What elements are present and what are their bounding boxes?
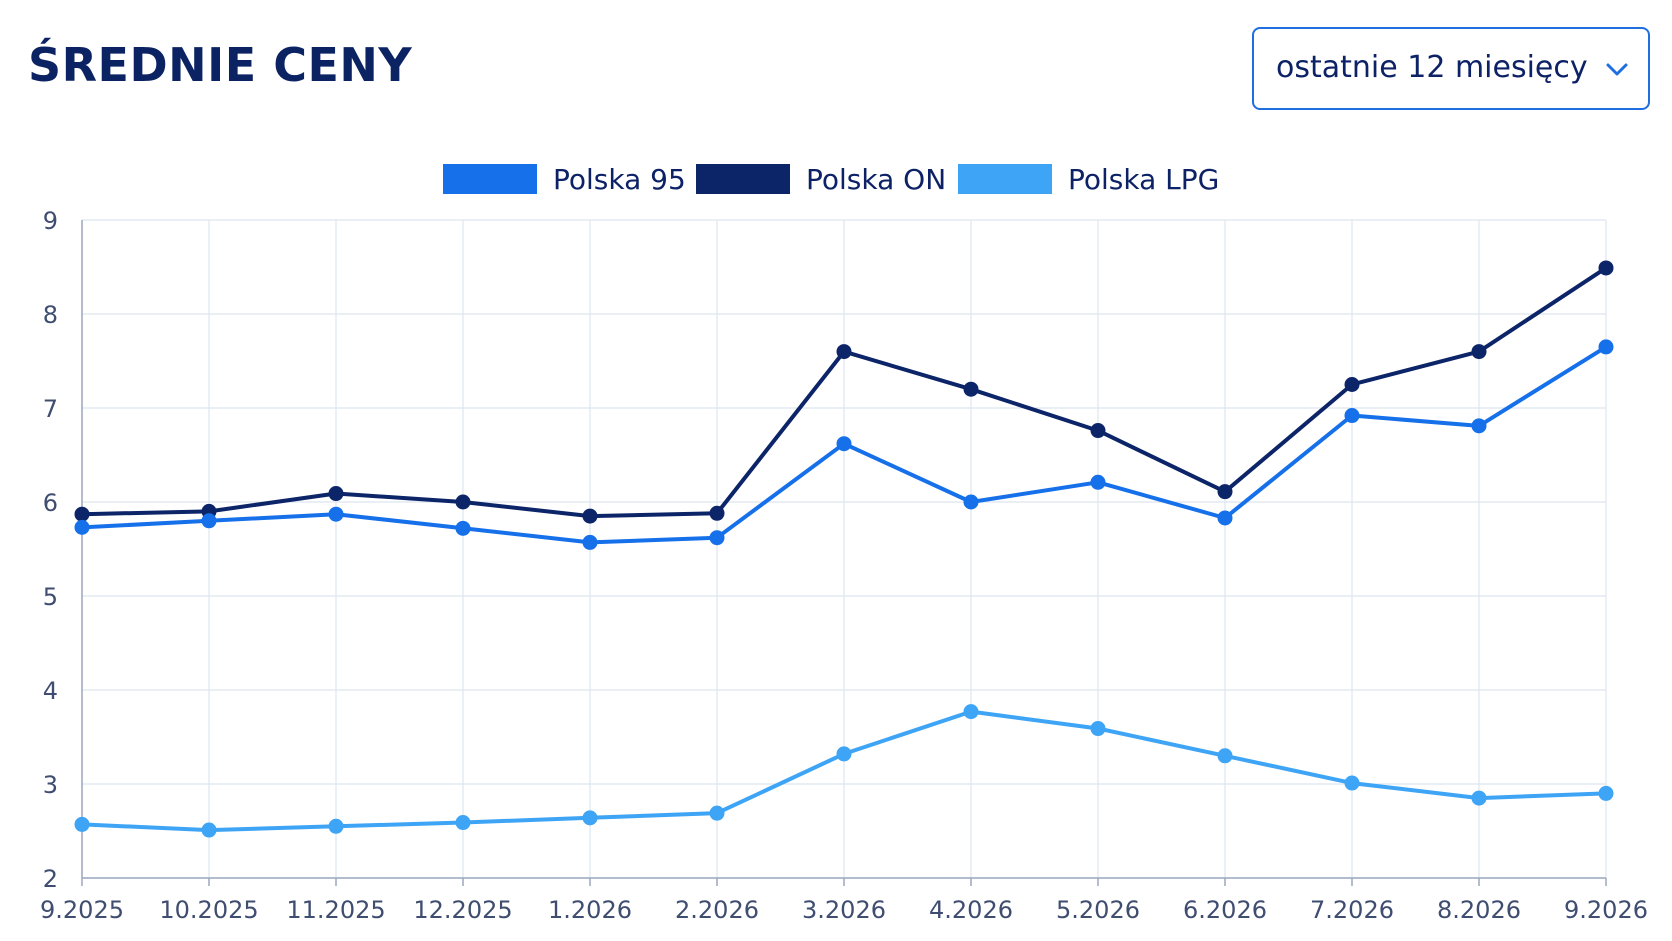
data-point-polska-95 <box>836 436 852 452</box>
data-point-polska-on <box>1344 377 1360 392</box>
data-point-polska-95 <box>455 520 471 536</box>
data-point-polska-lpg <box>582 810 598 826</box>
data-point-polska-on <box>963 381 979 397</box>
data-point-polska-on <box>582 508 598 524</box>
data-point-polska-lpg <box>836 746 852 762</box>
page-title: ŚREDNIE CENY <box>28 38 413 92</box>
data-point-polska-on <box>709 505 725 521</box>
x-tick-label: 7.2026 <box>1310 896 1394 924</box>
x-tick-label: 6.2026 <box>1183 896 1267 924</box>
data-point-polska-on <box>1471 344 1487 360</box>
data-point-polska-lpg <box>1217 748 1233 764</box>
data-point-polska-lpg <box>963 704 979 720</box>
x-tick-label: 2.2026 <box>675 896 759 924</box>
data-point-polska-on <box>836 344 852 360</box>
y-tick-label: 5 <box>43 583 58 611</box>
period-select[interactable]: ostatnie 12 miesięcy <box>1252 27 1650 110</box>
data-point-polska-95 <box>74 519 90 535</box>
y-tick-label: 4 <box>43 677 58 705</box>
legend-label: Polska 95 <box>553 163 686 196</box>
data-point-polska-95 <box>1090 474 1106 490</box>
x-tick-label: 5.2026 <box>1056 896 1140 924</box>
legend-swatch-polska-lpg <box>958 164 1052 194</box>
y-tick-label: 6 <box>43 489 58 517</box>
data-point-polska-on <box>328 486 344 502</box>
data-point-polska-95 <box>328 506 344 522</box>
data-point-polska-95 <box>709 530 725 546</box>
chart-legend: Polska 95 Polska ON Polska LPG <box>0 160 1672 200</box>
data-point-polska-on <box>1598 260 1614 276</box>
legend-label: Polska LPG <box>1068 163 1220 196</box>
data-point-polska-on <box>455 494 471 510</box>
data-point-polska-95 <box>582 534 598 550</box>
x-tick-label: 3.2026 <box>802 896 886 924</box>
x-tick-label: 9.2026 <box>1564 896 1648 924</box>
data-point-polska-lpg <box>455 815 471 831</box>
data-point-polska-95 <box>1217 510 1233 526</box>
y-tick-label: 9 <box>43 207 58 235</box>
data-point-polska-lpg <box>709 805 725 821</box>
data-point-polska-lpg <box>1471 790 1487 806</box>
data-point-polska-95 <box>1598 339 1614 355</box>
data-point-polska-on <box>1217 484 1233 500</box>
data-point-polska-95 <box>201 513 217 529</box>
x-tick-label: 4.2026 <box>929 896 1013 924</box>
legend-label: Polska ON <box>806 163 947 196</box>
y-tick-label: 3 <box>43 771 58 799</box>
x-tick-label: 9.2025 <box>40 896 124 924</box>
period-select-value: ostatnie 12 miesięcy <box>1276 50 1588 85</box>
data-point-polska-on <box>74 506 90 522</box>
x-tick-label: 8.2026 <box>1437 896 1521 924</box>
data-point-polska-95 <box>1344 408 1360 424</box>
x-tick-label: 1.2026 <box>548 896 632 924</box>
x-tick-label: 11.2025 <box>286 896 385 924</box>
data-point-polska-lpg <box>1598 785 1614 801</box>
data-point-polska-lpg <box>74 816 90 832</box>
legend-swatch-polska-on <box>696 164 790 194</box>
legend-swatch-polska-95 <box>443 164 537 194</box>
data-point-polska-95 <box>963 494 979 510</box>
x-tick-label: 12.2025 <box>413 896 512 924</box>
data-point-polska-lpg <box>201 822 217 838</box>
data-point-polska-lpg <box>328 818 344 834</box>
data-point-polska-lpg <box>1344 775 1360 791</box>
data-point-polska-lpg <box>1090 721 1106 737</box>
chevron-down-icon <box>1606 63 1628 76</box>
data-point-polska-95 <box>1471 418 1487 434</box>
data-point-polska-on <box>1090 423 1106 439</box>
y-tick-label: 8 <box>43 301 58 329</box>
y-tick-label: 7 <box>43 395 58 423</box>
y-tick-label: 2 <box>43 865 58 893</box>
x-tick-label: 10.2025 <box>159 896 258 924</box>
